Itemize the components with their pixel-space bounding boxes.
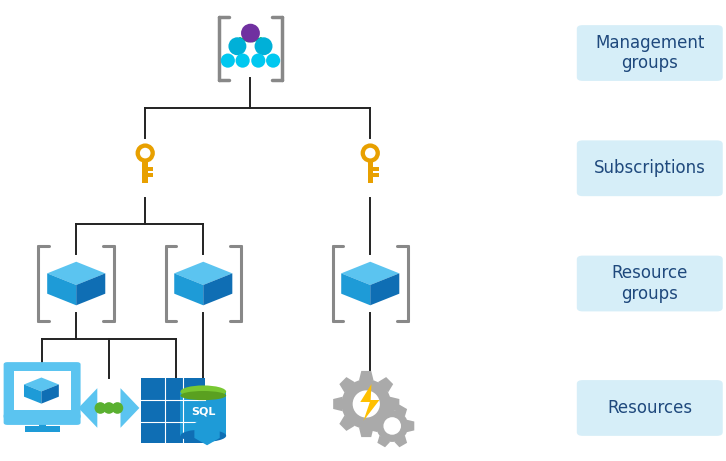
Ellipse shape <box>221 53 235 68</box>
Polygon shape <box>24 378 59 391</box>
Ellipse shape <box>140 148 150 159</box>
Polygon shape <box>174 273 203 305</box>
FancyBboxPatch shape <box>577 25 723 81</box>
Ellipse shape <box>266 53 280 68</box>
Polygon shape <box>341 262 399 285</box>
Polygon shape <box>378 405 390 416</box>
FancyBboxPatch shape <box>577 380 723 436</box>
Polygon shape <box>339 415 355 431</box>
Ellipse shape <box>255 37 272 55</box>
Bar <box>148 167 153 171</box>
Text: Subscriptions: Subscriptions <box>594 159 706 177</box>
Polygon shape <box>394 436 407 447</box>
Bar <box>148 173 153 177</box>
Ellipse shape <box>181 391 227 400</box>
Text: Management
groups: Management groups <box>595 34 704 72</box>
Ellipse shape <box>181 430 227 442</box>
Polygon shape <box>333 397 343 411</box>
Polygon shape <box>378 415 393 431</box>
Polygon shape <box>378 377 393 392</box>
Polygon shape <box>47 273 76 305</box>
Ellipse shape <box>181 385 227 398</box>
Polygon shape <box>41 384 59 404</box>
Polygon shape <box>339 377 355 392</box>
Bar <box>373 173 378 177</box>
FancyBboxPatch shape <box>14 372 70 410</box>
Bar <box>367 153 373 183</box>
Polygon shape <box>378 436 390 447</box>
Polygon shape <box>407 420 415 432</box>
Ellipse shape <box>365 148 375 159</box>
Bar <box>142 153 148 183</box>
Ellipse shape <box>136 143 155 163</box>
Bar <box>25 426 60 432</box>
FancyBboxPatch shape <box>577 255 723 312</box>
Polygon shape <box>390 397 399 411</box>
Polygon shape <box>47 262 105 285</box>
Ellipse shape <box>383 417 401 435</box>
Ellipse shape <box>94 402 106 414</box>
Text: Resources: Resources <box>607 399 693 417</box>
Ellipse shape <box>353 390 380 418</box>
Polygon shape <box>121 388 139 428</box>
FancyBboxPatch shape <box>577 140 723 196</box>
Ellipse shape <box>341 379 391 429</box>
Text: SQL: SQL <box>191 407 216 417</box>
Bar <box>373 167 378 171</box>
FancyBboxPatch shape <box>4 414 81 425</box>
Polygon shape <box>76 273 105 305</box>
Ellipse shape <box>241 24 260 42</box>
Ellipse shape <box>361 143 380 163</box>
Polygon shape <box>359 371 374 380</box>
Polygon shape <box>370 273 399 305</box>
Polygon shape <box>174 262 232 285</box>
Ellipse shape <box>229 37 246 55</box>
Ellipse shape <box>251 53 266 68</box>
Polygon shape <box>370 420 378 432</box>
Polygon shape <box>360 384 380 421</box>
Polygon shape <box>78 388 97 428</box>
Ellipse shape <box>376 410 408 442</box>
Ellipse shape <box>103 402 115 414</box>
Text: Resource
groups: Resource groups <box>611 264 688 303</box>
Polygon shape <box>195 416 220 445</box>
Polygon shape <box>359 428 374 437</box>
Bar <box>38 416 46 427</box>
Ellipse shape <box>112 402 123 414</box>
Polygon shape <box>203 273 232 305</box>
Bar <box>141 378 205 443</box>
FancyBboxPatch shape <box>4 362 81 419</box>
Polygon shape <box>394 405 407 416</box>
Polygon shape <box>24 384 41 404</box>
Bar <box>181 392 227 436</box>
Polygon shape <box>341 273 370 305</box>
Ellipse shape <box>235 53 250 68</box>
